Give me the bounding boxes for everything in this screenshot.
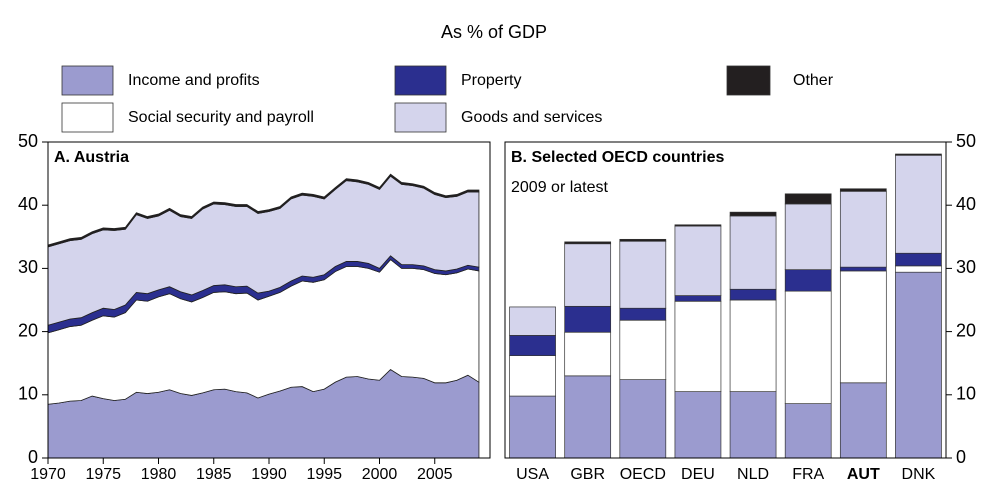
bar-segment bbox=[619, 240, 667, 309]
y-tick-label: 20 bbox=[956, 320, 976, 340]
bar-segment bbox=[564, 243, 612, 307]
y-tick-label: 10 bbox=[18, 384, 38, 404]
bar-segment bbox=[895, 265, 942, 273]
bar-segment bbox=[674, 391, 722, 459]
bar-segment bbox=[729, 391, 777, 459]
bar-segment bbox=[729, 211, 777, 217]
x-tick-label: OECD bbox=[620, 466, 666, 483]
bar-segment bbox=[784, 290, 832, 404]
x-tick-label: 1985 bbox=[196, 466, 232, 483]
panel-frame bbox=[47, 141, 491, 459]
legend-swatch bbox=[61, 102, 114, 133]
area-layer bbox=[47, 173, 480, 248]
y-tick-label: 40 bbox=[18, 194, 38, 214]
bar-segment bbox=[784, 403, 832, 459]
bar-segment bbox=[674, 300, 722, 392]
y-tick-label: 50 bbox=[18, 131, 38, 151]
panel-title: A. Austria bbox=[54, 149, 129, 166]
legend-swatch bbox=[394, 65, 447, 96]
y-tick-label: 0 bbox=[28, 447, 38, 467]
x-tick-label: NLD bbox=[737, 466, 769, 483]
bar-segment bbox=[674, 295, 722, 302]
bar-segment bbox=[784, 203, 832, 271]
y-tick-label: 50 bbox=[956, 131, 976, 151]
chart-title: As % of GDP bbox=[441, 22, 547, 42]
bar-segment bbox=[895, 153, 942, 156]
bar-segment bbox=[509, 335, 556, 356]
bar-segment bbox=[564, 375, 612, 459]
bar-segment bbox=[729, 288, 777, 301]
bar-segment bbox=[619, 319, 667, 380]
legend-label: Income and profits bbox=[128, 72, 260, 89]
y-tick-label: 0 bbox=[956, 447, 966, 467]
x-tick-label: 1990 bbox=[251, 466, 287, 483]
bar-segment bbox=[619, 238, 667, 242]
bar-segment bbox=[729, 299, 777, 392]
legend-label: Other bbox=[793, 72, 834, 89]
bar-segment bbox=[619, 379, 667, 459]
y-tick-label: 30 bbox=[18, 257, 38, 277]
bar-segment bbox=[564, 331, 612, 377]
x-tick-label: FRA bbox=[792, 466, 824, 483]
legend-label: Goods and services bbox=[461, 109, 602, 126]
bar-segment bbox=[509, 355, 556, 397]
bar-segment bbox=[895, 154, 942, 254]
x-tick-label: 1975 bbox=[85, 466, 121, 483]
y-tick-label: 20 bbox=[18, 320, 38, 340]
x-tick-label: DNK bbox=[902, 466, 936, 483]
y-tick-label: 40 bbox=[956, 194, 976, 214]
bar-segment bbox=[674, 225, 722, 296]
bar-segment bbox=[564, 241, 612, 245]
bar-segment bbox=[564, 305, 612, 333]
legend-label: Property bbox=[461, 72, 521, 89]
x-tick-label: 1970 bbox=[30, 466, 66, 483]
bar-segment bbox=[839, 188, 887, 192]
bar-segment bbox=[895, 271, 942, 459]
bar-segment bbox=[509, 306, 556, 336]
legend-swatch bbox=[61, 65, 114, 96]
bar-segment bbox=[895, 252, 942, 267]
panel-frame bbox=[504, 141, 947, 459]
bar-segment bbox=[509, 395, 556, 459]
bar-segment bbox=[839, 270, 887, 384]
legend-label: Social security and payroll bbox=[128, 109, 314, 126]
bar-segment bbox=[619, 307, 667, 321]
bar-segment bbox=[784, 269, 832, 292]
bar-segment bbox=[839, 190, 887, 268]
y-tick-label: 30 bbox=[956, 257, 976, 277]
legend-swatch bbox=[394, 102, 447, 133]
x-tick-label: USA bbox=[516, 466, 549, 483]
legend-swatch bbox=[726, 65, 771, 96]
x-tick-label: GBR bbox=[570, 466, 605, 483]
bar-segment bbox=[784, 193, 832, 205]
x-tick-label: DEU bbox=[681, 466, 715, 483]
bar-segment bbox=[674, 224, 722, 227]
panel-subtitle: 2009 or latest bbox=[511, 179, 609, 196]
x-tick-label: AUT bbox=[847, 466, 880, 483]
bar-segment bbox=[839, 382, 887, 459]
bar-segment bbox=[839, 266, 887, 272]
panel-title: B. Selected OECD countries bbox=[511, 149, 724, 166]
y-tick-label: 10 bbox=[956, 384, 976, 404]
x-tick-label: 2005 bbox=[417, 466, 453, 483]
x-tick-label: 2000 bbox=[362, 466, 398, 483]
bar-segment bbox=[729, 215, 777, 290]
x-tick-label: 1995 bbox=[306, 466, 342, 483]
x-tick-label: 1980 bbox=[141, 466, 177, 483]
